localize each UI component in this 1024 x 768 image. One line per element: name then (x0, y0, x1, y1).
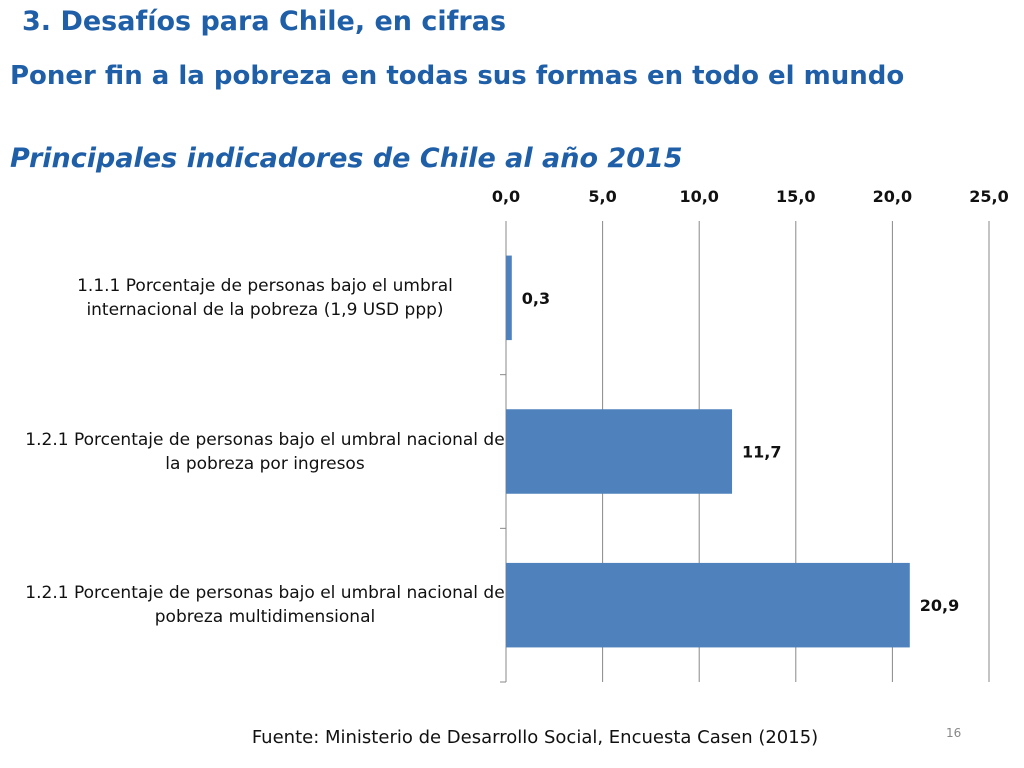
source-note: Fuente: Ministerio de Desarrollo Social,… (251, 727, 819, 748)
goal-heading: Poner fin a la pobreza en todas sus form… (10, 61, 905, 91)
x-tick-label: 20,0 (873, 187, 912, 206)
slide-title: 3. Desafíos para Chile, en cifras (22, 6, 507, 37)
x-tick-label: 15,0 (776, 187, 815, 206)
data-label: 0,3 (522, 289, 550, 308)
bar-chart: 0,0 5,0 10,0 15,0 20,0 25,0 0,3 11,7 20,9 (492, 187, 1009, 683)
data-label: 20,9 (920, 596, 959, 615)
category-label-income-poverty: 1.2.1 Porcentaje de personas bajo el umb… (25, 429, 505, 474)
bar (506, 255, 512, 341)
x-tick-label: 0,0 (492, 187, 520, 206)
data-label: 11,7 (742, 443, 781, 462)
category-label-multidimensional-poverty: 1.2.1 Porcentaje de personas bajo el umb… (25, 583, 505, 628)
x-tick-label: 10,0 (679, 187, 718, 206)
x-tick-label: 5,0 (588, 187, 616, 206)
category-label-international-poverty: 1.1.1 Porcentaje de personas bajo el umb… (77, 275, 453, 320)
page-number: 16 (946, 726, 962, 740)
bar (506, 562, 910, 648)
bar (506, 409, 733, 494)
chart-subtitle: Principales indicadores de Chile al año … (10, 143, 683, 174)
x-tick-label: 25,0 (969, 187, 1008, 206)
